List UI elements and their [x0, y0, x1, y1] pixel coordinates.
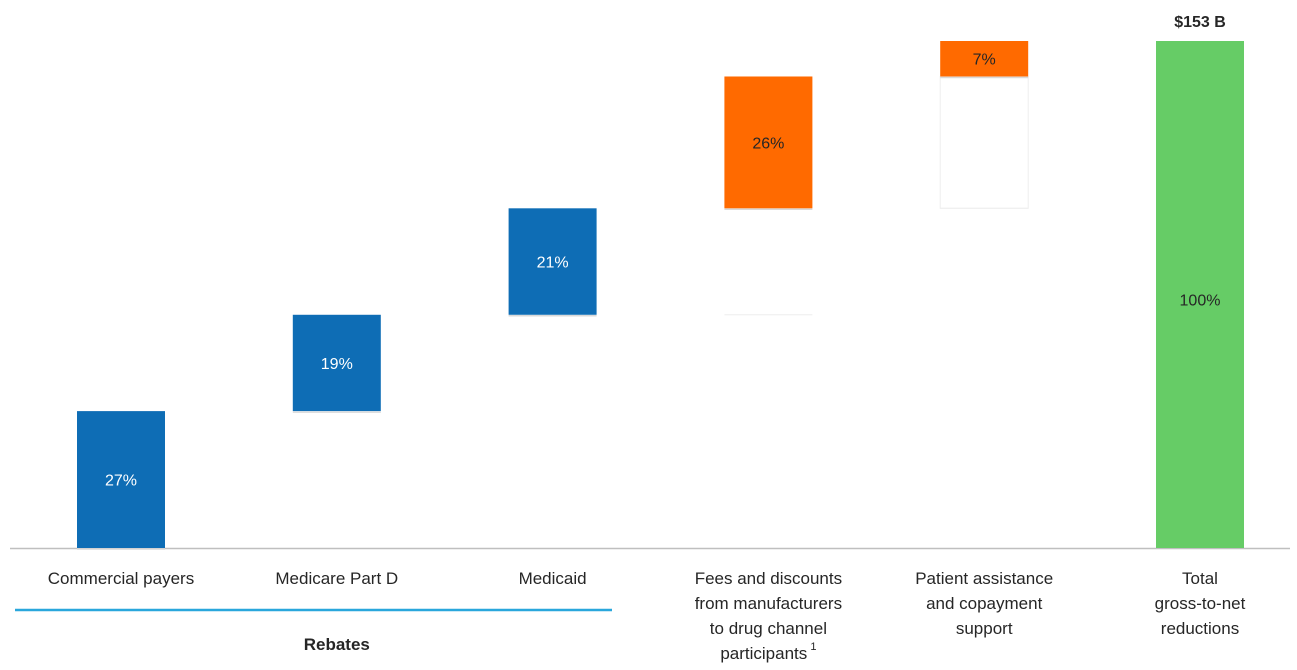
bar-value-label: 21% [537, 255, 569, 272]
total-value-label: $153 B [1174, 14, 1226, 31]
bar-value-label: 19% [321, 356, 353, 373]
category-label: from manufacturers [695, 594, 842, 613]
category-label: support [956, 619, 1013, 638]
ghost-bar-outline [939, 75, 1029, 209]
bar-value-label: 7% [973, 52, 996, 69]
bar-value-label: 26% [752, 135, 784, 152]
bar-rebate [77, 411, 165, 548]
category-label: Commercial payers [48, 569, 194, 588]
bar-fee [940, 41, 1029, 77]
bar-rebate [292, 314, 381, 412]
category-label: and copayment [926, 594, 1043, 613]
category-label: reductions [1161, 619, 1239, 638]
bar-fee [724, 76, 813, 209]
category-label: gross-to-net [1155, 594, 1246, 613]
bar-value-label: 100% [1180, 293, 1221, 310]
category-label: Total [1182, 569, 1218, 588]
footnote-marker: 1 [807, 641, 816, 653]
category-label: Medicaid [519, 569, 587, 588]
rebates-group-label: Rebates [304, 635, 370, 654]
bar-value-label: 27% [105, 473, 137, 490]
bar-rebate [508, 208, 597, 315]
category-label: Patient assistance [915, 569, 1053, 588]
category-label: Medicare Part D [275, 569, 398, 588]
category-label: participants 1 [720, 641, 816, 663]
category-label: to drug channel [710, 619, 827, 638]
bar-total [1156, 41, 1244, 548]
category-label: Fees and discounts [695, 569, 842, 588]
